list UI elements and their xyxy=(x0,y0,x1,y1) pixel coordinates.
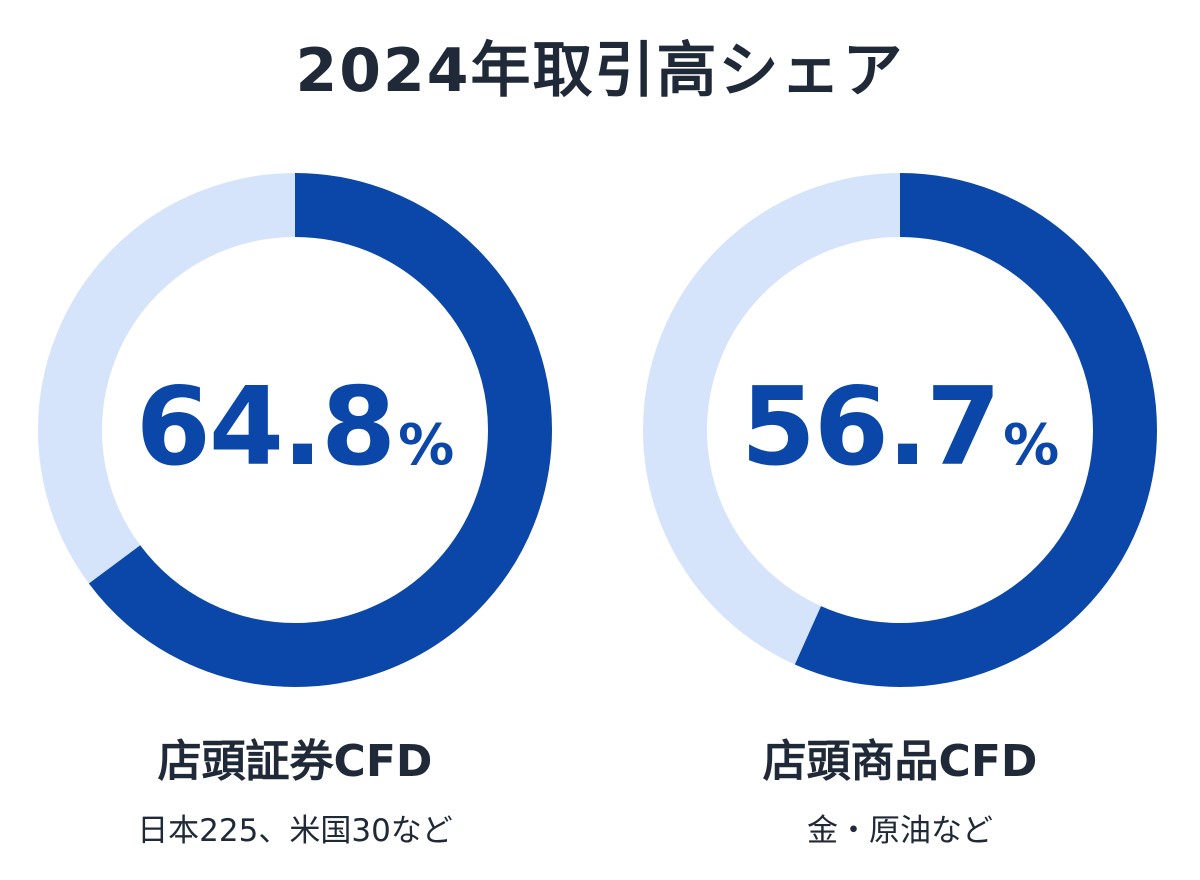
share-segment xyxy=(38,173,552,687)
share-number: 56.7 xyxy=(740,365,1001,490)
category-sublabel-commodities: 金・原油など xyxy=(807,813,993,849)
share-value-commodities: 56.7% xyxy=(630,365,1170,490)
donut-chart-securities xyxy=(38,173,552,687)
chart-title: 2024年取引高シェア xyxy=(295,36,905,106)
category-sublabel-securities: 日本225、米国30など xyxy=(137,813,453,849)
donut-panel-securities: 64.8% 店頭証券CFD 日本225、米国30など xyxy=(25,160,565,880)
share-value-securities: 64.8% xyxy=(25,365,565,490)
share-segment xyxy=(643,173,1157,687)
share-number: 64.8 xyxy=(135,365,396,490)
donut-chart-commodities xyxy=(643,173,1157,687)
percent-sign: % xyxy=(398,413,455,478)
category-label-securities: 店頭証券CFD xyxy=(157,736,433,787)
category-label-commodities: 店頭商品CFD xyxy=(762,736,1038,787)
donut-panel-commodities: 56.7% 店頭商品CFD 金・原油など xyxy=(630,160,1170,880)
percent-sign: % xyxy=(1003,413,1060,478)
